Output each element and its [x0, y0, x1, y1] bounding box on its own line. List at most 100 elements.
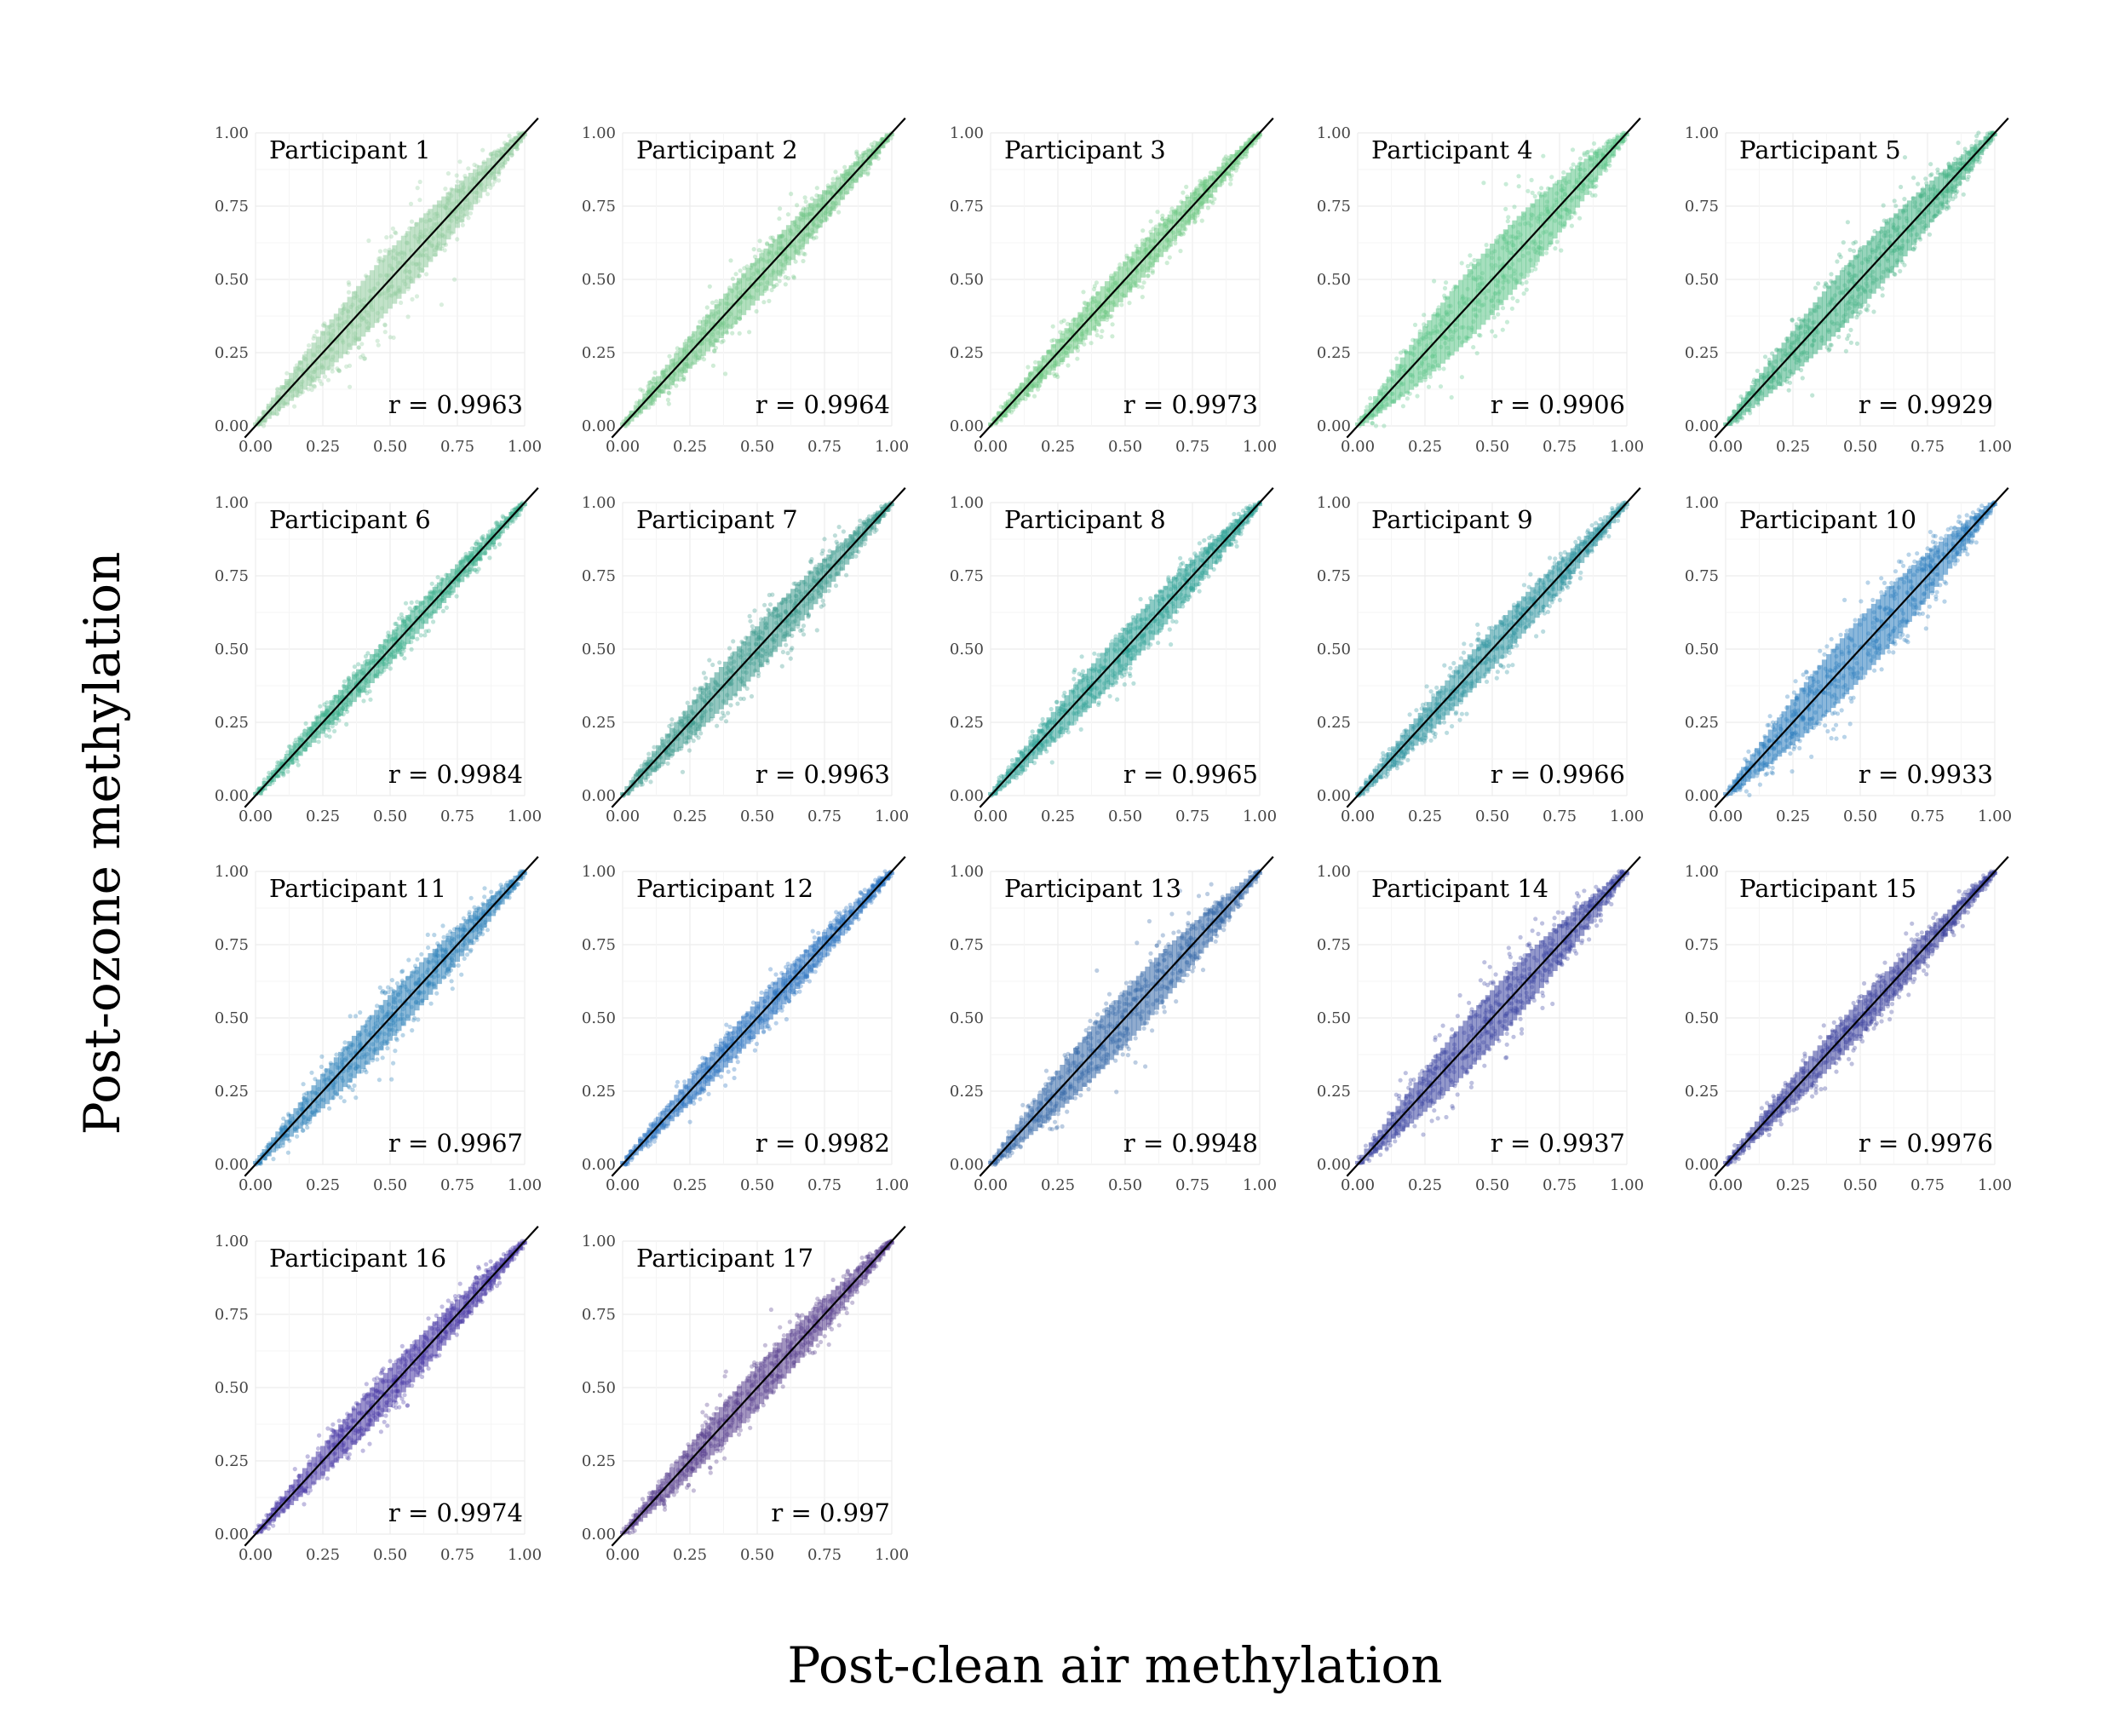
data-point	[785, 212, 791, 217]
x-tick-label: 1.00	[1978, 438, 2012, 456]
data-point	[422, 633, 428, 638]
data-point	[865, 170, 870, 175]
data-point	[1516, 184, 1521, 189]
x-tick-label: 0.25	[306, 438, 340, 456]
data-point	[415, 186, 420, 191]
data-point	[1478, 333, 1483, 338]
data-point	[822, 537, 827, 542]
data-point	[854, 151, 859, 156]
data-point	[800, 628, 805, 633]
data-point	[1370, 421, 1375, 426]
data-point	[1105, 317, 1110, 322]
data-point	[336, 368, 342, 374]
data-point	[330, 369, 335, 374]
data-point	[681, 377, 687, 382]
data-point	[652, 377, 657, 382]
data-point	[777, 279, 782, 284]
data-point	[424, 272, 429, 277]
data-point	[417, 198, 422, 203]
data-point	[358, 354, 363, 359]
data-point	[1881, 203, 1886, 208]
data-point	[1829, 272, 1834, 277]
data-point	[362, 356, 367, 361]
data-point	[1155, 210, 1160, 215]
data-point	[352, 664, 357, 670]
data-point	[801, 251, 807, 256]
data-point	[307, 343, 312, 348]
data-point	[1561, 170, 1566, 175]
data-point	[735, 701, 740, 706]
correlation-label: r = 0.9929	[1859, 390, 1993, 419]
data-point	[1422, 313, 1427, 318]
data-point	[641, 388, 646, 394]
data-point	[730, 331, 735, 336]
data-point	[1474, 351, 1479, 356]
data-point	[748, 618, 753, 624]
correlation-label: r = 0.9964	[756, 390, 890, 419]
data-point	[325, 700, 330, 705]
data-point	[1902, 197, 1907, 202]
data-point	[802, 251, 807, 257]
data-point	[1786, 388, 1791, 393]
data-point	[1432, 279, 1437, 284]
data-point	[719, 340, 724, 345]
x-tick-label: 0.25	[673, 438, 707, 456]
data-point	[335, 366, 340, 371]
data-point	[778, 206, 783, 211]
data-point	[1148, 219, 1153, 224]
data-point	[391, 335, 396, 340]
data-point	[1974, 134, 1979, 139]
data-point	[384, 235, 389, 240]
data-point	[490, 182, 496, 187]
data-point	[1847, 247, 1853, 252]
data-point	[1829, 342, 1834, 348]
data-point	[872, 140, 877, 145]
data-point	[862, 170, 867, 175]
data-point	[390, 226, 395, 231]
data-point	[1119, 302, 1124, 308]
data-point	[1524, 287, 1529, 292]
data-point	[647, 380, 653, 385]
data-point	[435, 575, 440, 580]
data-point	[1841, 240, 1846, 245]
data-point	[1516, 174, 1521, 179]
data-point	[768, 235, 773, 240]
y-tick-label: 0.00	[582, 417, 616, 435]
data-point	[1607, 163, 1612, 168]
y-tick-label: 0.25	[1685, 344, 1719, 362]
y-tick-label: 0.00	[1317, 417, 1351, 435]
panel-1: 0.000.000.250.250.500.500.750.751.001.00…	[215, 118, 542, 456]
data-point	[1503, 181, 1508, 187]
data-point	[376, 256, 382, 262]
data-point	[454, 594, 459, 599]
data-point	[426, 629, 431, 634]
data-point	[360, 353, 365, 358]
data-point	[777, 216, 782, 221]
data-point	[1848, 327, 1853, 332]
correlation-label: r = 0.9906	[1491, 390, 1625, 419]
data-point	[715, 723, 720, 728]
data-point	[409, 600, 414, 606]
data-point	[1843, 348, 1848, 354]
data-point	[336, 368, 342, 373]
y-tick-label: 1.00	[1685, 124, 1719, 142]
data-point	[318, 378, 323, 383]
data-point	[285, 769, 290, 774]
panel-title: Participant 6	[269, 505, 431, 534]
data-point	[1140, 295, 1145, 300]
data-point	[452, 277, 457, 282]
data-point	[728, 258, 733, 263]
y-tick-label: 1.00	[950, 124, 984, 142]
data-point	[762, 602, 767, 607]
data-point	[1824, 345, 1830, 350]
y-tick-label: 1.00	[215, 494, 249, 512]
data-point	[1571, 162, 1576, 167]
data-point	[318, 704, 323, 709]
data-point	[770, 235, 775, 240]
data-point	[346, 290, 352, 295]
data-point	[455, 237, 460, 242]
data-point	[409, 219, 415, 224]
data-point	[750, 624, 755, 629]
data-point	[376, 342, 381, 348]
data-point	[752, 608, 757, 613]
